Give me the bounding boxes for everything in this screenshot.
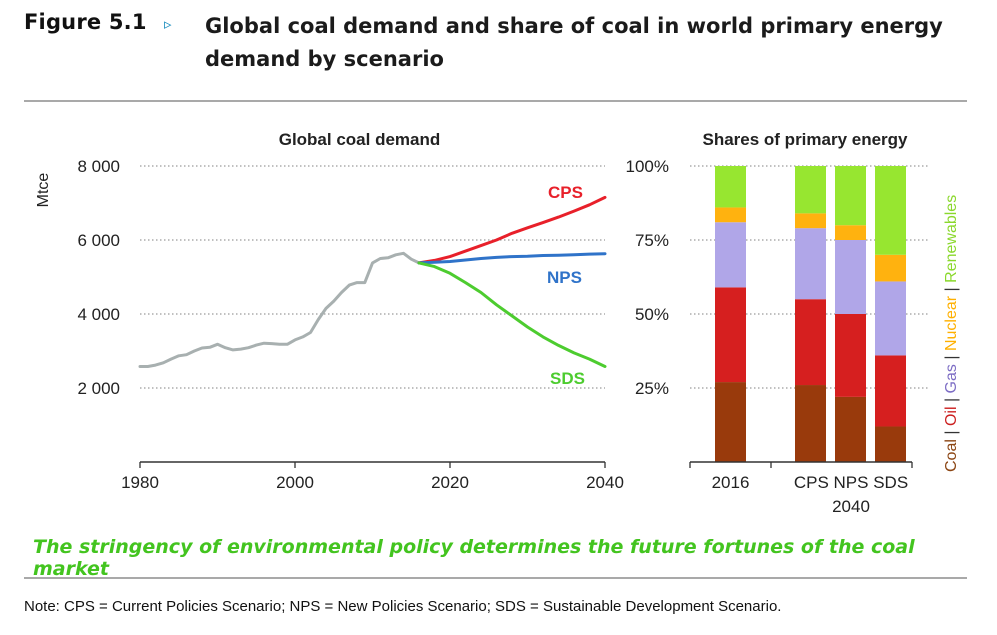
chart-title: Global coal demand (279, 130, 441, 149)
bar-segment-gas (795, 228, 826, 300)
bar-segment-oil (835, 314, 866, 397)
x-group-label: 2040 (832, 497, 870, 516)
chart-title: Shares of primary energy (702, 130, 908, 149)
y-tick-label: 8 000 (77, 157, 120, 176)
series-line-sds (417, 261, 607, 368)
bar-segment-coal (795, 385, 826, 462)
bar-segment-gas (835, 240, 866, 314)
y-tick-label: 100% (626, 157, 669, 176)
y-tick-label: 6 000 (77, 231, 120, 250)
x-tick-label: 1980 (121, 473, 159, 492)
bar-segment-gas (715, 222, 746, 288)
bar-segment-renewables (795, 166, 826, 214)
bottom-divider (24, 577, 967, 579)
bar-segment-coal (835, 396, 866, 462)
bar-segment-renewables (715, 166, 746, 208)
x-tick-label: 2016 (712, 473, 750, 492)
y-tick-label: 2 000 (77, 379, 120, 398)
legend-separator: | (943, 283, 960, 296)
y-axis-label: Mtce (35, 173, 52, 208)
legend-separator: | (943, 393, 960, 406)
y-tick-label: 75% (635, 231, 669, 250)
series-line-nps (417, 252, 607, 265)
bar-segment-oil (715, 287, 746, 383)
bar-segment-oil (875, 355, 906, 427)
x-tick-label: 2040 (586, 473, 624, 492)
triangle-icon: ▹ (164, 15, 172, 33)
series-label-sds: SDS (550, 369, 585, 388)
y-tick-label: 25% (635, 379, 669, 398)
x-tick-label: CPS NPS SDS (794, 473, 908, 492)
legend-item-renewables: Renewables (943, 195, 960, 283)
bar-segment-nuclear (875, 254, 906, 282)
legend-item-coal: Coal (943, 439, 960, 472)
bar-segment-coal (715, 382, 746, 462)
legend-item-nuclear: Nuclear (943, 295, 960, 351)
x-tick-label: 2000 (276, 473, 314, 492)
figure-note: Note: CPS = Current Policies Scenario; N… (24, 598, 782, 615)
series-line-historical (138, 251, 421, 368)
x-tick-label: 2020 (431, 473, 469, 492)
legend-item-oil: Oil (943, 406, 960, 426)
bar-segment-nuclear (795, 213, 826, 229)
top-divider (24, 100, 967, 102)
y-tick-label: 4 000 (77, 305, 120, 324)
series-label-nps: NPS (547, 268, 582, 287)
bar-segment-gas (875, 281, 906, 356)
bar-segment-renewables (835, 166, 866, 226)
figure-caption: The stringency of environmental policy d… (33, 536, 915, 580)
series-label-cps: CPS (548, 183, 583, 202)
y-tick-label: 50% (635, 305, 669, 324)
legend-separator: | (943, 351, 960, 364)
figure-title: Global coal demand and share of coal in … (205, 14, 943, 71)
series-line-cps (417, 195, 607, 265)
bar-segment-nuclear (715, 207, 746, 223)
bar-segment-coal (875, 426, 906, 462)
bar-segment-renewables (875, 166, 906, 255)
legend: Coal | Oil | Gas | Nuclear | Renewables (943, 195, 960, 472)
legend-separator: | (943, 426, 960, 439)
figure-label: Figure 5.1 (24, 10, 147, 34)
bar-segment-oil (795, 299, 826, 386)
bar-segment-nuclear (835, 225, 866, 240)
legend-item-gas: Gas (943, 364, 960, 393)
